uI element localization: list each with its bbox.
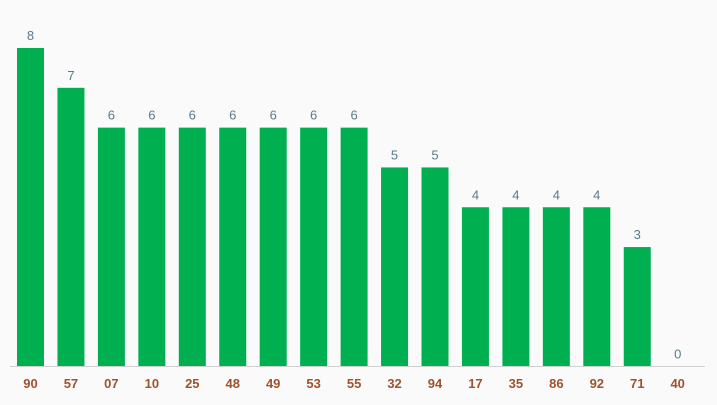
value-label-92: 4 [593,187,600,202]
x-tick-label-32: 32 [387,376,401,391]
x-tick-label-17: 17 [468,376,482,391]
value-label-35: 4 [512,187,519,202]
bar-48 [219,127,247,367]
x-tick-label-49: 49 [266,376,280,391]
value-label-57: 7 [67,68,74,83]
x-tick-label-90: 90 [23,376,37,391]
x-tick-label-40: 40 [670,376,684,391]
x-tick-label-57: 57 [64,376,78,391]
x-tick-label-07: 07 [104,376,118,391]
bar-35 [502,207,530,367]
bar-07 [97,127,125,367]
value-label-86: 4 [553,187,560,202]
x-tick-label-53: 53 [306,376,320,391]
x-tick-label-94: 94 [428,376,443,391]
value-label-25: 6 [189,108,196,123]
value-label-17: 4 [472,187,479,202]
bar-92 [583,207,611,367]
value-label-94: 5 [431,147,438,162]
value-label-55: 6 [350,108,357,123]
bar-49 [259,127,287,367]
bar-57 [57,87,85,367]
bar-32 [381,167,409,367]
x-tick-label-10: 10 [145,376,159,391]
bar-17 [461,207,489,367]
value-label-10: 6 [148,108,155,123]
value-label-90: 8 [27,28,34,43]
bar-94 [421,167,449,367]
value-label-40: 0 [674,347,681,362]
bars-group [17,48,651,367]
value-label-48: 6 [229,108,236,123]
x-tick-label-71: 71 [630,376,644,391]
x-tick-label-35: 35 [509,376,523,391]
x-tick-labels-group: 90 57 07 10 25 48 49 53 55 32 94 17 35 86 92 71 40 [23,376,685,391]
bar-25 [178,127,206,367]
value-label-49: 6 [270,108,277,123]
value-label-32: 5 [391,147,398,162]
bar-10 [138,127,166,367]
x-tick-label-92: 92 [590,376,604,391]
bar-86 [542,207,570,367]
bar-55 [340,127,368,367]
bar-71 [623,247,651,367]
value-labels-group: 8 7 6 6 6 6 6 6 6 5 5 4 4 4 4 3 0 [27,28,681,362]
value-label-07: 6 [108,108,115,123]
x-tick-label-55: 55 [347,376,361,391]
value-label-71: 3 [634,227,641,242]
x-tick-label-25: 25 [185,376,199,391]
x-tick-label-48: 48 [226,376,240,391]
x-tick-label-86: 86 [549,376,563,391]
bar-53 [300,127,328,367]
bar-90 [17,48,44,367]
value-label-53: 6 [310,108,317,123]
